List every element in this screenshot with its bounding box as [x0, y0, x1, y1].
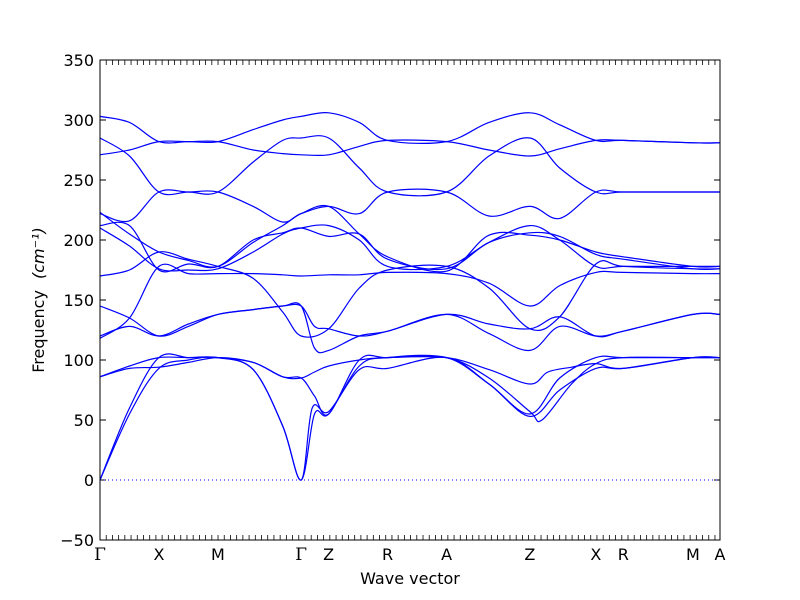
y-tick-label: 0	[84, 471, 94, 490]
x-tick-label: Γ	[295, 545, 307, 565]
band-line-13	[99, 137, 720, 223]
y-tick-labels: −50 0 50 100 150 200 250 300 350	[60, 51, 94, 550]
band-line-7	[99, 302, 721, 354]
y-tick-label: 300	[63, 111, 94, 130]
y-tick-label: 250	[63, 171, 94, 190]
y-tick-label: 350	[63, 51, 94, 70]
y-tick-label: 50	[74, 411, 94, 430]
x-tick-label: Γ	[94, 545, 106, 565]
x-axis-label: Wave vector	[360, 569, 460, 588]
band-line-6	[99, 303, 721, 338]
x-tick-label: Z	[524, 545, 535, 564]
x-tick-label: M	[686, 545, 700, 564]
axis-ticks	[99, 59, 720, 541]
band-line-12	[99, 135, 720, 223]
band-line-9	[99, 224, 720, 272]
y-axis-label-unit: (cm⁻¹)	[29, 227, 48, 279]
x-tick-label: Z	[323, 545, 334, 564]
x-tick-label: R	[618, 545, 629, 564]
x-tick-label: M	[211, 545, 225, 564]
y-tick-label: 100	[63, 351, 94, 370]
band-line-1	[99, 353, 720, 481]
band-line-5	[99, 263, 721, 339]
x-tick-label: A	[715, 545, 726, 564]
x-tick-label: X	[153, 545, 164, 564]
band-line-2	[99, 356, 721, 481]
x-tick-label: X	[590, 545, 601, 564]
x-tick-label: R	[382, 545, 393, 564]
band-line-14	[99, 112, 721, 144]
band-line-10	[99, 205, 721, 273]
band-line-4	[99, 356, 721, 385]
x-tick-label: A	[441, 545, 452, 564]
band-line-15	[99, 139, 721, 157]
y-axis-label-text: Frequency	[29, 290, 48, 373]
y-tick-label: −50	[60, 531, 94, 550]
band-line-11	[99, 221, 721, 273]
y-tick-label: 200	[63, 231, 94, 250]
y-tick-label: 150	[63, 291, 94, 310]
plot-frame	[99, 59, 721, 541]
band-lines	[99, 112, 721, 481]
y-axis-label: Frequency (cm⁻¹)	[29, 227, 48, 372]
band-line-3	[99, 354, 720, 423]
band-line-8	[99, 251, 721, 338]
